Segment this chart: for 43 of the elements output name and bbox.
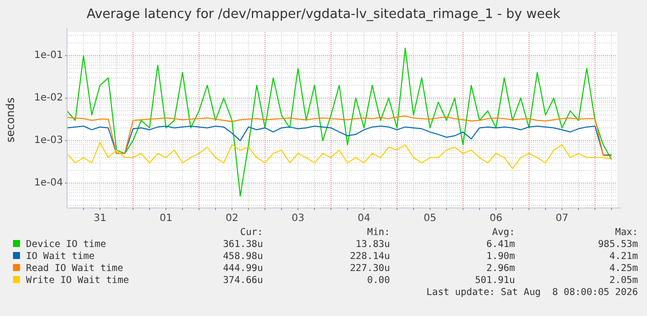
text: 985.53m <box>598 239 638 250</box>
text: 4.25m <box>609 263 638 274</box>
text: 227.30u <box>350 263 390 274</box>
line-series <box>66 142 612 170</box>
text: 228.14u <box>350 251 390 262</box>
text: 4.21m <box>609 251 638 262</box>
text: 2.05m <box>609 275 638 286</box>
text: 0.00 <box>367 275 390 286</box>
y-tick-label: 1e-01 <box>34 50 63 62</box>
y-tick-label: 1e-03 <box>34 135 63 146</box>
text: Cur: <box>240 227 263 238</box>
text: 374.66u <box>222 275 263 286</box>
line-series <box>66 126 612 156</box>
text: 1.90m <box>486 251 516 262</box>
legend-label: Read IO Wait time <box>26 263 124 274</box>
text: 458.98u <box>222 251 263 262</box>
x-tick-label: 02 <box>226 213 238 224</box>
line-series <box>66 48 612 196</box>
text: Avg: <box>492 227 515 238</box>
text: Max: <box>615 227 638 238</box>
text: 13.83u <box>356 239 390 250</box>
text: Min: <box>367 227 390 238</box>
x-tick-label: 03 <box>292 213 304 224</box>
chart-title: Average latency for /dev/mapper/vgdata-lv_sitedata_rimage_1 - by week <box>86 7 561 22</box>
text: Last update: Sat Aug 8 08:00:05 2026 <box>426 287 638 298</box>
line-series <box>66 116 612 156</box>
x-tick-label: 05 <box>424 213 436 224</box>
legend-label: IO Wait time <box>26 251 95 262</box>
text: 2.96m <box>486 263 516 274</box>
y-axis-title: seconds <box>4 97 17 142</box>
legend-label: Write IO Wait time <box>26 275 130 286</box>
y-tick-label: 1e-04 <box>34 178 63 189</box>
text: 444.99u <box>222 263 263 274</box>
x-tick-label: 04 <box>358 213 370 224</box>
x-tick-label: 07 <box>556 213 568 224</box>
text: 6.41m <box>486 239 516 250</box>
text: 361.38u <box>222 239 263 250</box>
legend-label: Device IO time <box>26 239 106 250</box>
x-tick-label: 31 <box>94 213 106 224</box>
x-tick-label: 06 <box>490 213 502 224</box>
y-tick-label: 1e-02 <box>34 92 63 104</box>
x-tick-label: 01 <box>160 213 172 224</box>
text: 501.91u <box>474 275 515 286</box>
